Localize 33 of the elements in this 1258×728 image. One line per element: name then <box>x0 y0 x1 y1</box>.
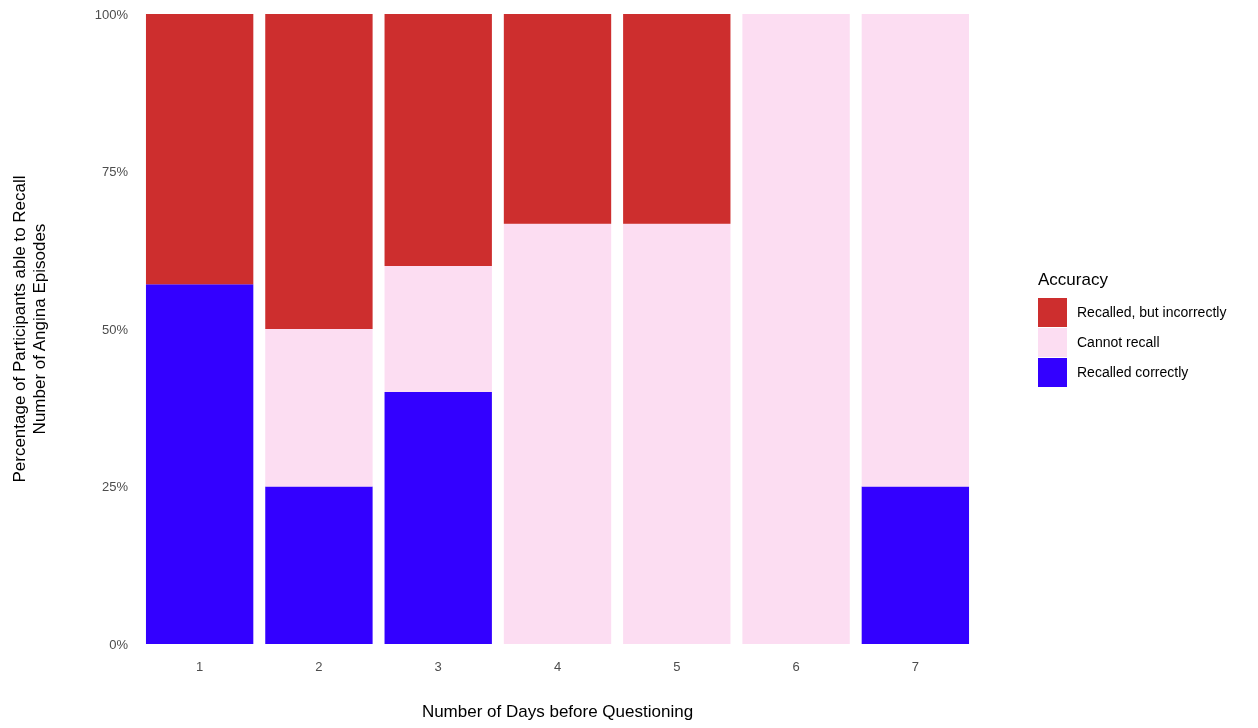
bar <box>503 14 612 224</box>
legend-label: Recalled correctly <box>1077 364 1189 380</box>
y-tick-label: 100% <box>94 6 129 22</box>
x-axis-title: Number of Days before Questioning <box>421 702 694 721</box>
y-tick-label: 75% <box>101 164 129 180</box>
legend-title: Accuracy <box>1038 270 1109 289</box>
y-tick-label: 50% <box>101 321 129 337</box>
bar <box>384 266 492 392</box>
bar <box>861 486 970 644</box>
y-tick-label: 0% <box>109 636 129 652</box>
bar <box>742 14 850 644</box>
x-tick-label: 6 <box>792 659 800 675</box>
bar <box>265 14 373 329</box>
y-axis-title: Percentage of Participants able to Recall Number of Angina Episodes <box>10 175 49 483</box>
x-tick-label: 5 <box>673 659 681 675</box>
bar <box>145 284 254 644</box>
x-tick-label: 7 <box>911 659 919 675</box>
bar <box>503 223 612 644</box>
bar <box>265 329 373 487</box>
bar <box>384 14 492 266</box>
bar <box>623 223 731 644</box>
bar <box>384 392 492 644</box>
bar <box>861 14 970 487</box>
bar <box>623 14 731 224</box>
x-tick-label: 4 <box>553 659 562 675</box>
x-tick-label: 1 <box>196 659 204 675</box>
y-tick-label: 25% <box>101 479 129 495</box>
legend-label: Recalled, but incorrectly <box>1077 304 1227 320</box>
x-tick-label: 3 <box>434 659 442 675</box>
bar <box>145 14 254 285</box>
bar <box>265 486 373 644</box>
legend-label: Cannot recall <box>1077 334 1160 350</box>
x-tick-label: 2 <box>315 659 323 675</box>
